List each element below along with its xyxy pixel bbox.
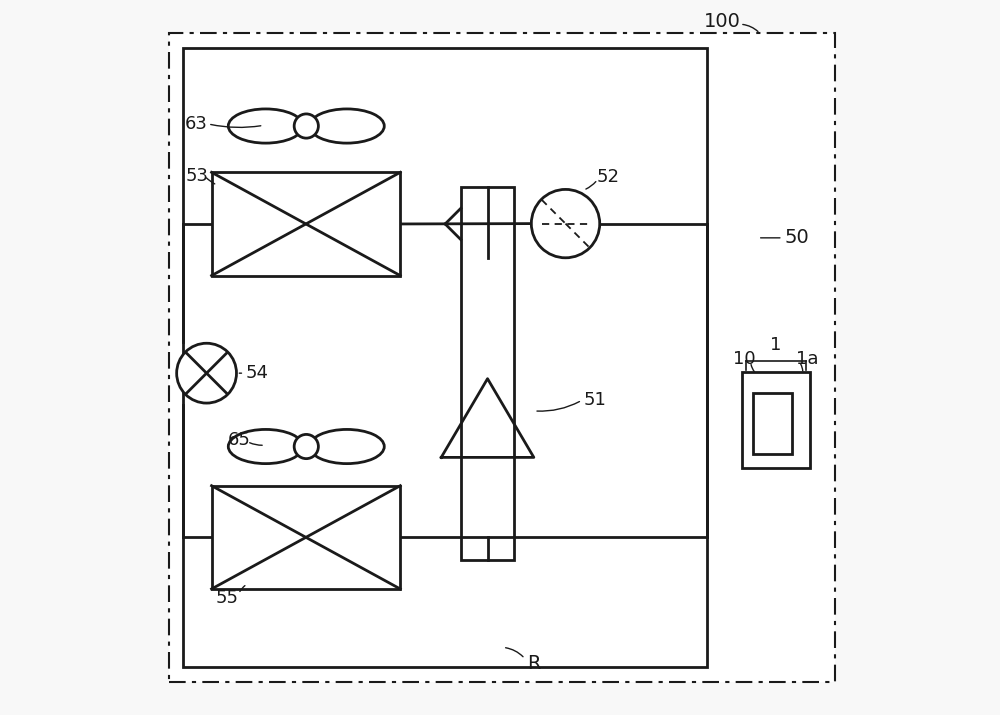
Text: 54: 54 xyxy=(246,364,269,383)
Text: 1: 1 xyxy=(770,336,782,355)
Circle shape xyxy=(294,435,318,458)
Text: 10: 10 xyxy=(733,350,756,368)
Bar xyxy=(183,48,707,667)
Text: 51: 51 xyxy=(584,391,607,409)
Ellipse shape xyxy=(309,109,384,143)
Text: 50: 50 xyxy=(785,228,810,247)
Ellipse shape xyxy=(309,430,384,463)
Bar xyxy=(461,187,514,561)
Bar xyxy=(212,485,400,589)
Text: 100: 100 xyxy=(704,12,741,31)
Ellipse shape xyxy=(228,430,303,463)
Text: 55: 55 xyxy=(215,588,238,606)
Text: 65: 65 xyxy=(228,431,251,449)
Text: 63: 63 xyxy=(185,115,208,133)
Text: 1a: 1a xyxy=(796,350,819,368)
Text: 52: 52 xyxy=(597,167,620,186)
Circle shape xyxy=(294,114,318,138)
Circle shape xyxy=(531,189,600,258)
Circle shape xyxy=(177,343,236,403)
Ellipse shape xyxy=(228,109,303,143)
Text: 53: 53 xyxy=(185,167,208,185)
Bar xyxy=(742,372,810,468)
Text: R: R xyxy=(527,654,541,674)
Bar xyxy=(212,172,400,275)
Bar xyxy=(753,393,792,453)
